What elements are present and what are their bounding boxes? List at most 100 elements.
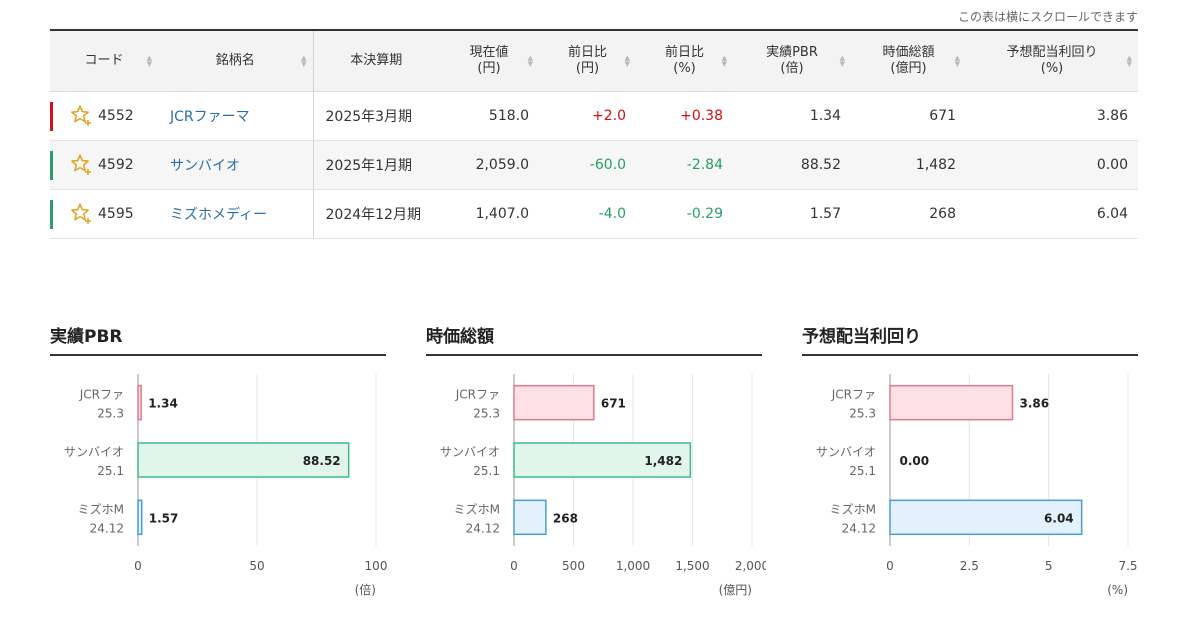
bar-value-label: 268 bbox=[553, 511, 578, 525]
col-price[interactable]: 現在値 (円) ▲ ▼ bbox=[439, 30, 539, 92]
chart-title-dividend-yield: 予想配当利回り bbox=[802, 327, 921, 347]
scroll-hint: この表は横にスクロールできます bbox=[957, 10, 1138, 24]
bar-value-label: 3.86 bbox=[1019, 397, 1049, 411]
col-fiscal: 本決算期 bbox=[313, 30, 439, 92]
col-market-cap[interactable]: 時価総額 (億円) ▲ ▼ bbox=[851, 30, 966, 92]
x-tick-label: 0 bbox=[886, 559, 894, 573]
x-tick-label: 1,000 bbox=[616, 559, 650, 573]
sort-icon[interactable]: ▲ ▼ bbox=[839, 53, 845, 68]
x-tick-label: 1,500 bbox=[675, 559, 709, 573]
stock-code: 4552 bbox=[98, 107, 134, 124]
col-change[interactable]: 前日比 (円) ▲ ▼ bbox=[539, 30, 636, 92]
sort-icon[interactable]: ▲ ▼ bbox=[301, 53, 307, 68]
x-tick-label: 50 bbox=[249, 559, 264, 573]
market-cap-value: 1,482 bbox=[915, 156, 956, 173]
current-price: 1,407.0 bbox=[475, 205, 529, 222]
category-label: JCRファ bbox=[455, 388, 500, 402]
pbr-value: 88.52 bbox=[800, 156, 841, 173]
stock-code: 4592 bbox=[98, 156, 134, 173]
price-change-pct: +0.38 bbox=[680, 107, 723, 124]
col-pbr[interactable]: 実績PBR (倍) ▲ ▼ bbox=[733, 30, 851, 92]
bar bbox=[137, 499, 143, 536]
stock-code: 4595 bbox=[98, 205, 134, 222]
table-row[interactable]: 4592 サンバイオ 2025年1月期 2,059.0 -60.0 -2.84 88.52 1… bbox=[50, 140, 1138, 190]
chart-title-pbr: 実績PBR bbox=[50, 327, 123, 347]
bar bbox=[513, 442, 692, 478]
table-row[interactable]: 4595 ミズホメディー 2024年12月期 1,407.0 -4.0 -0.29 1.57… bbox=[50, 189, 1138, 239]
bar-value-label: 88.52 bbox=[303, 454, 341, 468]
chart-title-market-cap: 時価総額 bbox=[426, 327, 494, 347]
category-label: ミズホM bbox=[78, 501, 124, 516]
sort-icon[interactable]: ▲ ▼ bbox=[1126, 53, 1132, 68]
favorite-star-icon[interactable] bbox=[70, 104, 94, 128]
pbr-value: 1.34 bbox=[809, 107, 841, 124]
category-label: サンバイオ bbox=[440, 445, 500, 459]
sort-icon[interactable]: ▲ ▼ bbox=[624, 53, 630, 68]
fiscal-period: 2025年1月期 bbox=[325, 157, 413, 174]
chart-rule bbox=[802, 354, 1138, 356]
sort-icon[interactable]: ▲ ▼ bbox=[146, 53, 152, 68]
dividend-yield-bar-chart: 0 2.5 5 7.5 JCRファ 25.3 3.86 サンバイオ 25.1 0.00 ミズホM 24… bbox=[816, 374, 1138, 597]
sort-icon[interactable]: ▲ ▼ bbox=[721, 53, 727, 68]
unit-label: (億円) bbox=[719, 583, 752, 597]
x-tick-label: 0 bbox=[510, 559, 518, 573]
col-dividend-yield[interactable]: 予想配当利回り (%) ▲ ▼ bbox=[966, 30, 1138, 92]
favorite-star-icon[interactable] bbox=[70, 153, 94, 177]
table-header-row: コード ▲ ▼ 銘柄名 ▲ ▼ 本決算期 現在値 (円) ▲ ▼ 前日比 (円) ▲ ▼ 前日比 (%… bbox=[50, 30, 1138, 92]
x-tick-label: 5 bbox=[1045, 559, 1053, 573]
category-label: サンバイオ bbox=[64, 445, 124, 459]
x-tick-label: 2.5 bbox=[960, 559, 979, 573]
stock-name-link[interactable]: サンバイオ bbox=[170, 157, 240, 174]
category-label: ミズホM bbox=[454, 501, 500, 516]
category-label: JCRファ bbox=[79, 388, 124, 402]
category-sublabel: 24.12 bbox=[842, 521, 876, 535]
chart-rule bbox=[50, 354, 386, 356]
bar bbox=[889, 384, 1014, 421]
x-tick-label: 2,000 bbox=[735, 559, 766, 573]
current-price: 518.0 bbox=[488, 107, 529, 124]
stock-name-link[interactable]: ミズホメディー bbox=[170, 206, 268, 223]
dividend-yield-value: 3.86 bbox=[1096, 107, 1128, 124]
bar-value-label: 1.34 bbox=[148, 397, 178, 411]
stock-table: コード ▲ ▼ 銘柄名 ▲ ▼ 本決算期 現在値 (円) ▲ ▼ 前日比 (円) ▲ ▼ 前日比 (%… bbox=[50, 29, 1138, 239]
fiscal-period: 2025年3月期 bbox=[325, 108, 413, 125]
bar-value-label: 671 bbox=[601, 397, 626, 411]
col-name[interactable]: 銘柄名 ▲ ▼ bbox=[158, 30, 314, 92]
bar bbox=[137, 384, 142, 421]
col-change-pct[interactable]: 前日比 (%) ▲ ▼ bbox=[636, 30, 733, 92]
trend-marker bbox=[50, 101, 53, 131]
category-sublabel: 25.1 bbox=[473, 464, 500, 478]
stock-name-link[interactable]: JCRファーマ bbox=[170, 108, 250, 125]
sort-icon[interactable]: ▲ ▼ bbox=[954, 53, 960, 68]
trend-marker bbox=[50, 199, 53, 229]
dividend-yield-value: 0.00 bbox=[1096, 156, 1128, 173]
bar bbox=[513, 384, 595, 421]
price-change: +2.0 bbox=[592, 107, 626, 124]
market-cap-value: 268 bbox=[929, 205, 956, 222]
price-change-pct: -0.29 bbox=[686, 205, 723, 222]
bar-value-label: 6.04 bbox=[1044, 511, 1074, 525]
bar-value-label: 0.00 bbox=[900, 454, 930, 468]
category-sublabel: 24.12 bbox=[90, 521, 124, 535]
category-sublabel: 25.1 bbox=[849, 464, 876, 478]
category-sublabel: 24.12 bbox=[466, 521, 500, 535]
unit-label: (%) bbox=[1107, 583, 1128, 597]
category-label: サンバイオ bbox=[816, 445, 876, 459]
pbr-bar-chart: 0 50 100 JCRファ 25.3 1.34 サンバイオ 25.1 88.52 ミズホM 24.… bbox=[64, 374, 388, 597]
price-change-pct: -2.84 bbox=[686, 156, 723, 173]
price-change: -60.0 bbox=[589, 156, 626, 173]
x-tick-label: 100 bbox=[365, 559, 388, 573]
market-cap-bar-chart: 0 500 1,000 1,500 2,000 JCRファ 25.3 671 サンバイオ 25.1… bbox=[440, 374, 766, 597]
favorite-star-icon[interactable] bbox=[70, 202, 94, 226]
bar bbox=[137, 442, 350, 478]
table-row[interactable]: 4552 JCRファーマ 2025年3月期 518.0 +2.0 +0.38 1.34 671… bbox=[50, 91, 1138, 141]
category-sublabel: 25.3 bbox=[97, 407, 124, 421]
chart-rule bbox=[426, 354, 762, 356]
col-code[interactable]: コード ▲ ▼ bbox=[50, 30, 158, 92]
category-sublabel: 25.1 bbox=[97, 464, 124, 478]
category-label: JCRファ bbox=[831, 388, 876, 402]
sort-icon[interactable]: ▲ ▼ bbox=[527, 53, 533, 68]
trend-marker bbox=[50, 150, 53, 180]
current-price: 2,059.0 bbox=[475, 156, 529, 173]
price-change: -4.0 bbox=[598, 205, 626, 222]
